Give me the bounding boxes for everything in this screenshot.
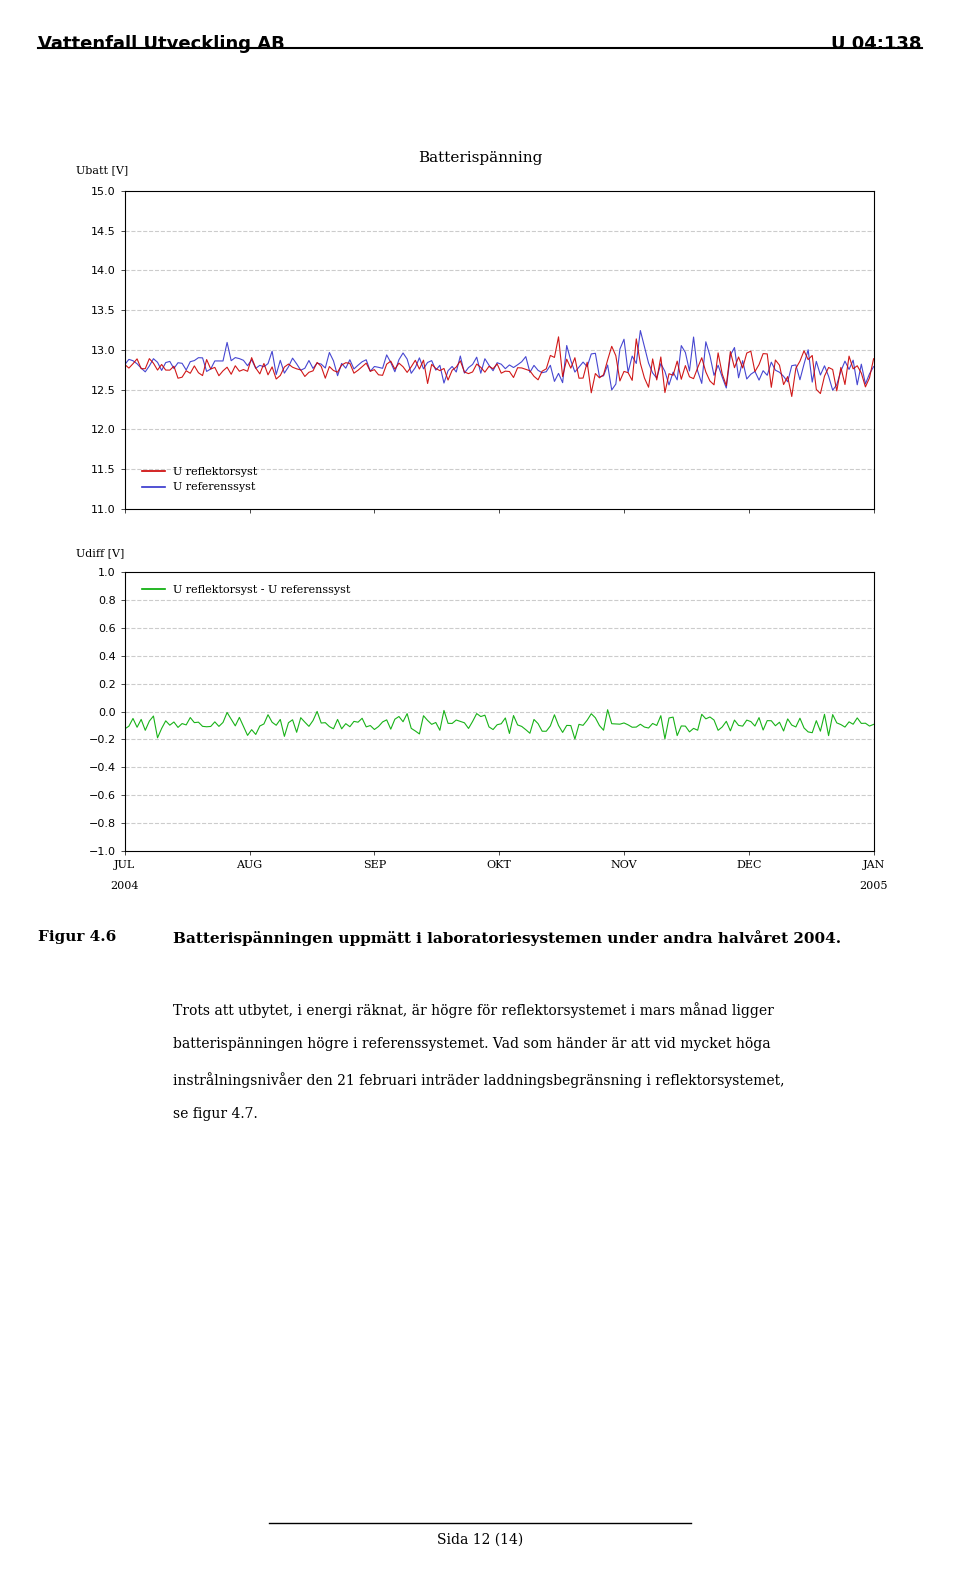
Text: batterispänningen högre i referenssystemet. Vad som händer är att vid mycket hög: batterispänningen högre i referenssystem… [173,1037,771,1051]
Legend: U reflektorsyst - U referenssyst: U reflektorsyst - U referenssyst [138,580,355,599]
Legend: U reflektorsyst, U referenssyst: U reflektorsyst, U referenssyst [138,463,262,498]
Text: 2005: 2005 [859,881,888,892]
Text: Sida 12 (14): Sida 12 (14) [437,1533,523,1547]
Text: Vattenfall Utveckling AB: Vattenfall Utveckling AB [38,35,285,52]
Text: Figur 4.6: Figur 4.6 [38,930,117,944]
Text: Trots att utbytet, i energi räknat, är högre för reflektorsystemet i mars månad : Trots att utbytet, i energi räknat, är h… [173,1002,774,1018]
Text: instrålningsnivåer den 21 februari inträder laddningsbegränsning i reflektorsyst: instrålningsnivåer den 21 februari inträ… [173,1072,784,1088]
Text: Batterispänningen uppmätt i laboratoriesystemen under andra halvåret 2004.: Batterispänningen uppmätt i laboratories… [173,930,841,946]
Text: Ubatt [V]: Ubatt [V] [76,165,129,175]
Text: Udiff [V]: Udiff [V] [76,549,125,558]
Text: Batterispänning: Batterispänning [418,151,542,165]
Text: U 04:138: U 04:138 [831,35,922,52]
Text: se figur 4.7.: se figur 4.7. [173,1107,257,1121]
Text: 2004: 2004 [110,881,139,892]
